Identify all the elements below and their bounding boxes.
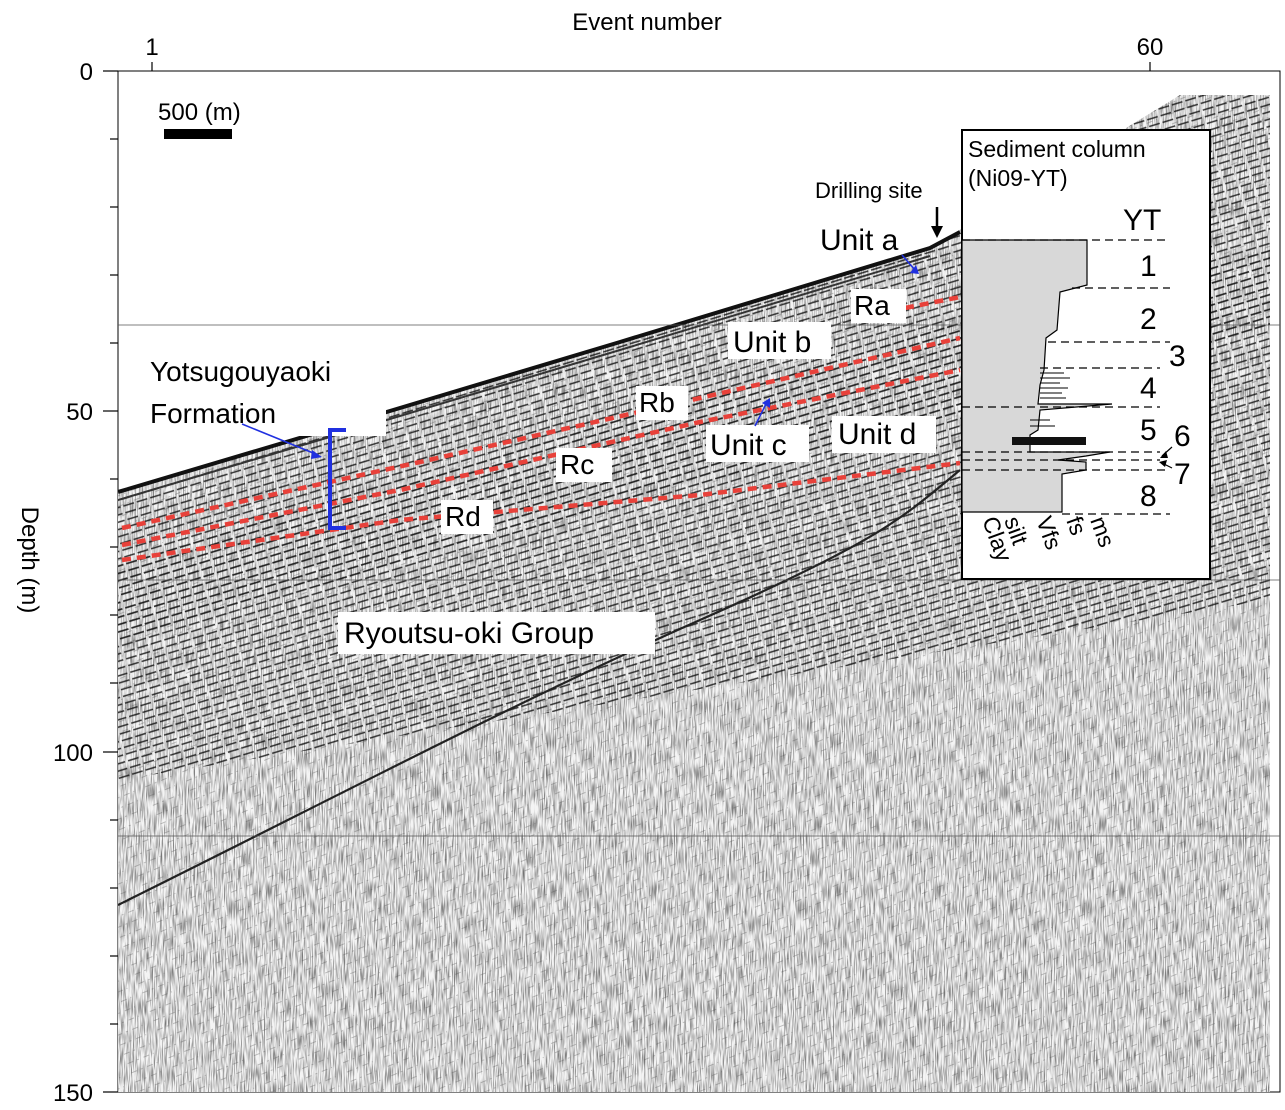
layer-label: 5 [1140,414,1157,447]
sediment-column-subtitle: (Ni09-YT) [968,165,1068,191]
unit-d-label: Unit d [838,418,916,451]
left-tick-label: 50 [66,399,93,426]
formation-label: Yotsugouyaoki [150,356,331,387]
top-axis-title: Event number [572,9,721,36]
arrow-icon [311,450,322,459]
sediment-column-title: Sediment column [968,136,1146,162]
sediment-column-inset: Sediment column (Ni09-YT) YT [961,129,1211,580]
reflector-ra-label: Ra [854,290,890,321]
left-tick-label: 150 [53,1080,93,1107]
layer-label: 7 [1174,458,1191,491]
arrow-down-icon [931,226,943,238]
top-tick-label: 1 [145,34,158,61]
reflector-rc-label: Rc [560,449,594,480]
arrow-icon [910,265,919,274]
horizon-rd [121,460,961,563]
reflector-horizons [121,294,961,563]
group-label: Ryoutsu-oki Group [344,617,594,650]
seafloor-reflector [118,230,961,494]
left-tick-label: 100 [53,740,93,767]
arrow-icon [762,398,770,408]
top-tick-label: 60 [1137,34,1164,61]
layer-label: 3 [1169,340,1186,373]
formation-label: Formation [150,398,276,429]
reflector-rd-label: Rd [445,501,481,532]
layer-label: 2 [1140,303,1157,336]
label-backgrounds [148,289,936,654]
drilling-site-label: Drilling site [815,178,923,203]
arrow-icon [1159,460,1167,467]
scale-bar-label: 500 (m) [158,99,241,126]
left-tick-label: 0 [80,59,93,86]
left-axis-title: Depth (m) [16,507,43,614]
unit-a-label: Unit a [820,224,899,257]
drilling-site-marker: Drilling site [815,178,943,238]
left-axis [103,70,118,1093]
column-header: YT [1123,204,1161,237]
top-axis: Event number 1 60 [145,9,1163,71]
reflector-rb-label: Rb [639,387,675,418]
horizon-ra [904,294,961,311]
unit-b-label: Unit b [733,326,811,359]
layer-label: 8 [1140,480,1157,513]
layer-label: 1 [1140,250,1157,283]
unit-c-label: Unit c [710,429,787,462]
arrow-icon [1160,451,1168,458]
formation-bracket [328,428,346,530]
scale-bar: 500 (m) [158,99,241,139]
horizon-rc [121,367,961,548]
layer-label: 4 [1140,372,1157,405]
layer-label: 6 [1174,420,1191,453]
horizon-rb [121,335,961,531]
